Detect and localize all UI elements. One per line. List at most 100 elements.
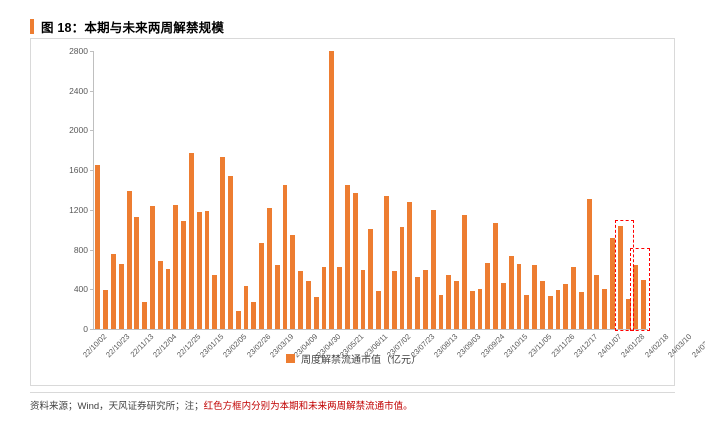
bar [391,271,397,329]
bar-slot [351,51,359,329]
source-note-highlight: 红色方框内分别为本期和未来两周解禁流通市值。 [203,401,413,412]
plot-area: 0 400 800 1200 1600 2000 2400 2800 22/10/02 22/1… [69,46,705,359]
bar-slot [492,51,500,329]
chart-container: 0 400 800 1200 1600 2000 2400 2800 22/10/02 22/1… [30,38,705,386]
bar [189,153,194,329]
bar-slot [554,51,562,329]
bar [617,225,623,329]
y-tick-mark [90,249,93,251]
bar [329,50,335,329]
bar [337,267,343,329]
bar [103,289,109,329]
next-two-weeks-box [630,247,650,331]
bar-slot [133,51,141,329]
bar [578,292,584,329]
bar [212,275,218,329]
bar-slot [227,51,235,329]
bar-slot [585,51,593,329]
bar [165,269,171,329]
bar-slot [297,51,305,329]
bar-slot [624,51,632,329]
bar-slot [577,51,585,329]
y-tick-mark [90,170,93,172]
bar-slot [336,51,344,329]
bar [228,176,233,329]
bar [508,255,514,329]
bar-slot [266,51,274,329]
bar [118,264,124,329]
bar-slot [562,51,570,329]
bar-slot [219,51,227,329]
bar [539,281,545,329]
bar [142,302,148,329]
bar-slot [156,51,164,329]
bar-slot [273,51,281,329]
bar [524,295,530,329]
bar-slot [468,51,476,329]
bar [352,192,358,329]
bar-slot [382,51,390,329]
bar [446,274,452,329]
bar [267,207,272,329]
figure-title-row: 图 18：本期与未来两周解禁规模 [30,14,675,38]
bar-slot [141,51,149,329]
bar [368,228,374,329]
bar-slot [609,51,617,329]
bar-slot [640,51,648,329]
bar-slot [180,51,188,329]
bar [602,289,608,329]
bar-slot [211,51,219,329]
bar-slot [476,51,484,329]
bar [415,277,420,329]
bar [438,295,444,329]
bar-slot [453,51,461,329]
x-axis-line [93,329,648,330]
y-tick-label: 1200 [69,204,88,215]
bar [633,265,639,329]
bar [625,299,631,329]
bar-slot [531,51,539,329]
bar-slot [289,51,297,329]
bar [235,311,241,329]
bar-slot [110,51,118,329]
bar-slot [429,51,437,329]
bar-slot [328,50,336,329]
y-tick-mark [90,289,93,291]
bar [532,265,537,329]
y-tick-label: 2800 [69,46,88,56]
bar-slot [593,51,601,329]
bar-slot [281,51,289,329]
bar-slot [538,51,546,329]
bar-series [94,50,648,329]
y-tick-label: 2400 [69,85,88,96]
bar-slot [507,51,515,329]
bar [500,283,506,329]
bar-slot [398,51,406,329]
bar [399,226,405,329]
bar [259,242,265,329]
bar-slot [258,51,266,329]
bar-slot [102,51,110,329]
bar-slot [320,51,328,329]
bar [469,291,475,329]
bar [344,185,350,329]
y-tick-mark [90,130,93,132]
bar-slot [149,51,157,329]
bar-slot [94,51,102,329]
y-axis-line [93,51,94,329]
bar-slot [250,51,258,329]
bar-slot [601,51,609,329]
bar-slot [390,51,398,329]
bar [173,204,179,329]
bar [422,270,428,329]
bar-slot [125,51,133,329]
bar-slot [344,51,352,329]
bar [383,195,389,329]
bar [641,280,647,329]
bar [298,271,304,329]
bar [493,222,498,329]
bar [111,253,116,329]
source-note-prefix: 资料来源；Wind，天风证券研究所；注； [30,401,204,412]
bar-slot [242,51,250,329]
